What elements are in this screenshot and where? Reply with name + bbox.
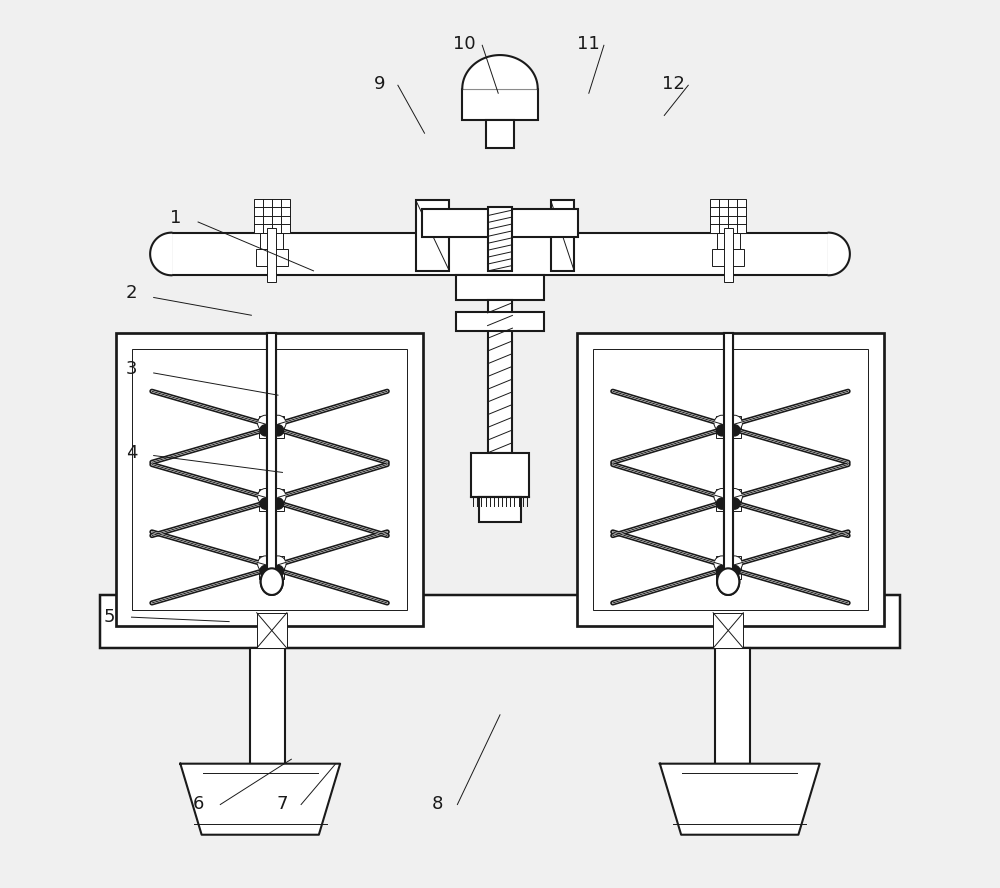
Bar [724, 228, 733, 282]
Bar [132, 349, 407, 610]
Circle shape [714, 556, 730, 572]
Bar [422, 209, 578, 237]
Bar [728, 556, 741, 579]
Polygon shape [150, 233, 171, 275]
Circle shape [729, 424, 740, 436]
Bar [717, 233, 740, 250]
Circle shape [258, 488, 274, 504]
Bar [716, 556, 728, 579]
Text: 2: 2 [126, 284, 137, 302]
Bar [724, 333, 733, 582]
Bar [416, 200, 449, 271]
Text: 1: 1 [170, 209, 182, 226]
Bar [710, 199, 746, 233]
Ellipse shape [717, 568, 739, 595]
Bar [272, 556, 284, 579]
Bar [486, 120, 514, 148]
Bar [259, 489, 272, 511]
Bar [716, 489, 728, 511]
Bar [272, 416, 284, 438]
Bar [479, 497, 521, 522]
Circle shape [258, 556, 274, 572]
Bar [256, 249, 288, 266]
Circle shape [260, 498, 271, 509]
Bar [715, 648, 750, 764]
Circle shape [260, 566, 271, 576]
Circle shape [270, 488, 286, 504]
Bar [267, 228, 276, 282]
Circle shape [716, 424, 728, 436]
Bar [716, 416, 728, 438]
Circle shape [272, 498, 284, 509]
Circle shape [716, 498, 728, 509]
Text: 4: 4 [126, 444, 137, 462]
Bar [250, 648, 285, 764]
Circle shape [726, 488, 742, 504]
Bar [272, 489, 284, 511]
Circle shape [270, 556, 286, 572]
Text: 11: 11 [577, 36, 600, 53]
Bar [488, 300, 512, 453]
Bar [259, 556, 272, 579]
Ellipse shape [261, 568, 283, 595]
Text: 12: 12 [662, 75, 685, 93]
Bar [728, 416, 741, 438]
Polygon shape [660, 764, 820, 835]
Text: 9: 9 [374, 75, 386, 93]
Circle shape [272, 424, 284, 436]
Bar [456, 275, 544, 300]
Bar [593, 349, 868, 610]
Bar [724, 333, 733, 582]
Circle shape [270, 416, 286, 432]
Bar [456, 312, 544, 331]
Ellipse shape [717, 568, 739, 595]
Bar [728, 489, 741, 511]
Text: 3: 3 [126, 360, 137, 377]
Bar [257, 613, 287, 648]
Circle shape [258, 416, 274, 432]
Bar [577, 333, 884, 626]
Text: 6: 6 [192, 795, 204, 813]
Bar [267, 333, 276, 582]
Text: 5: 5 [104, 608, 115, 626]
Bar [116, 333, 423, 626]
Bar [171, 233, 829, 275]
Circle shape [729, 498, 740, 509]
Bar [488, 207, 512, 271]
Bar [551, 200, 574, 271]
Bar [713, 613, 743, 648]
Bar [712, 249, 744, 266]
Text: 7: 7 [277, 795, 288, 813]
Text: 10: 10 [453, 36, 476, 53]
Circle shape [714, 416, 730, 432]
Circle shape [260, 424, 271, 436]
Circle shape [726, 416, 742, 432]
Bar [267, 333, 276, 582]
Text: 8: 8 [432, 795, 444, 813]
Bar [462, 89, 538, 120]
Bar [259, 416, 272, 438]
Circle shape [726, 556, 742, 572]
Bar [260, 233, 283, 250]
Polygon shape [180, 764, 340, 835]
Bar [471, 453, 529, 497]
Polygon shape [462, 55, 538, 89]
Bar [254, 199, 290, 233]
Ellipse shape [261, 568, 283, 595]
Circle shape [729, 566, 740, 576]
Circle shape [714, 488, 730, 504]
Circle shape [272, 566, 284, 576]
Circle shape [716, 566, 728, 576]
Polygon shape [829, 233, 850, 275]
Bar [100, 595, 900, 648]
